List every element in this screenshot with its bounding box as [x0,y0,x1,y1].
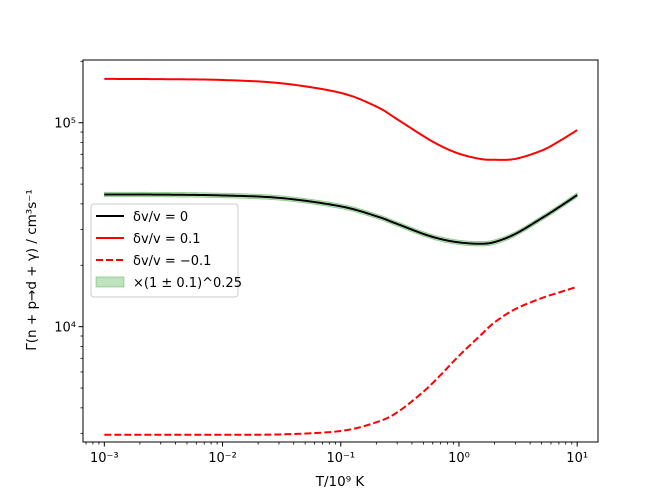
x-tick-label-0: 10⁻³ [90,451,119,466]
uncertainty-band-0 [103,191,578,247]
x-tick-label-1: 10⁻² [208,451,237,466]
legend-label-2: δv/v = −0.1 [133,254,211,269]
legend-label-0: δv/v = 0 [133,210,188,225]
x-tick-label-4: 10¹ [566,451,588,466]
legend: δv/v = 0 δv/v = 0.1 δv/v = −0.1 ×(1 ± 0.1)^… [90,203,242,298]
series-line-0 [104,193,578,245]
plot-area [103,77,578,436]
y-axis-label: Γ(n + p→d + γ) / cm³s⁻¹ [24,189,40,351]
legend-patch-3 [95,276,125,288]
series-line-1 [104,77,578,161]
y-tick-label-1: 10⁵ [54,117,76,132]
axes: 10⁻³ 10⁻² 10⁻¹ 10⁰ 10¹ 10⁴ 10⁵ [54,59,599,466]
x-tick-label-3: 10⁰ [448,451,470,466]
legend-label-1: δv/v = 0.1 [133,232,201,247]
legend-box [90,203,239,298]
x-tick-label-2: 10⁻¹ [326,451,355,466]
legend-label-3: ×(1 ± 0.1)^0.25 [133,276,242,291]
x-axis-label: T/10⁹ K [315,474,366,490]
series-line-2 [104,285,578,436]
y-tick-label-0: 10⁴ [54,321,76,336]
